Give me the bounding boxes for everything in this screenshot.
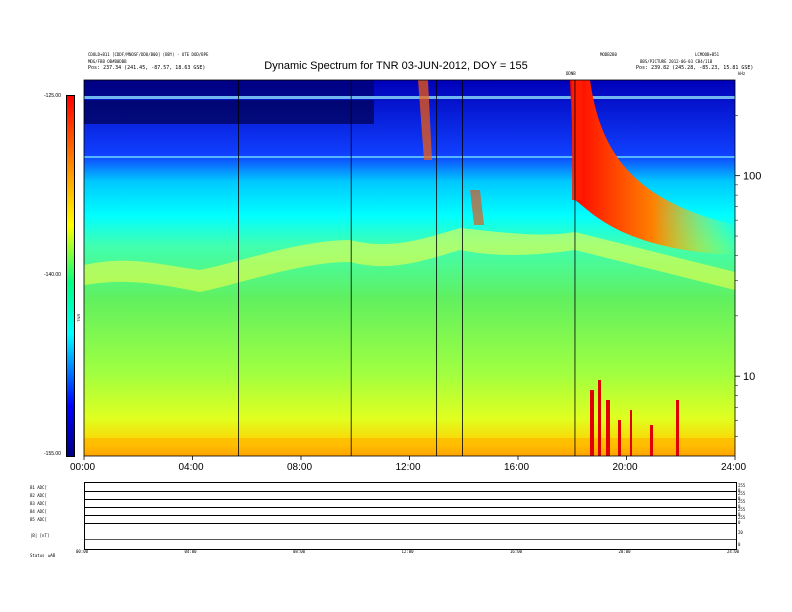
plasma-line xyxy=(84,228,735,292)
panel-row-5 xyxy=(85,523,736,524)
colorbar-tick-top: -125.00 xyxy=(44,93,61,99)
x-tick-label-4: 16:00 xyxy=(504,462,530,473)
header-info-right-1: MODB2B0 xyxy=(600,52,617,57)
panel-row-4 xyxy=(85,515,736,516)
panel-right-top-3: 255 xyxy=(738,499,746,504)
panel-x-tick-label-2: 08:00 xyxy=(293,549,306,554)
panel-label-1: B1 ADC[ xyxy=(30,485,47,490)
dark-band-mid xyxy=(84,100,374,124)
header-pos-right-label: Pos: xyxy=(636,65,649,71)
header-pos-right-value: 239.82 (245.28, -85.23, 15.81 GSE) xyxy=(651,65,754,71)
panel-label-4: B4 ADC[ xyxy=(30,509,47,514)
spectrum-background xyxy=(84,80,735,456)
header-pos-left-label: Pos: xyxy=(88,65,101,71)
header-info-left-1: CDOLD+B11 [CDDF/MNOSF/DD8/B00] (BBY) - U… xyxy=(88,52,209,57)
panel-right-bottom-6: 0 xyxy=(738,542,741,547)
panel-x-tick-label-0: 00:00 xyxy=(76,549,89,554)
panel-right-top-2: 255 xyxy=(738,491,746,496)
y-axis: 100 10 xyxy=(735,115,761,437)
dark-band-top xyxy=(84,80,374,96)
x-tick-label-6: 24:00 xyxy=(721,462,747,473)
panel-x-tick-label-6: 24:00 xyxy=(727,549,740,554)
header-pos-left: Pos: 237.34 (241.45, -87.57, 18.63 GSE) xyxy=(88,66,205,71)
panel-right-bottom-1: 0 xyxy=(738,488,741,493)
panel-x-tick-label-4: 16:00 xyxy=(510,549,523,554)
panel-label-2: B2 ADC[ xyxy=(30,493,47,498)
x-tick-label-2: 08:00 xyxy=(287,462,313,473)
panel-right-top-5: 255 xyxy=(738,515,746,520)
panel-right-top-6: 20 xyxy=(738,530,743,535)
panel-right-bottom-4: 0 xyxy=(738,512,741,517)
dot-marker: DDNB xyxy=(566,71,576,76)
status-panels xyxy=(84,482,737,550)
panel-right-bottom-5: 0 xyxy=(738,520,741,525)
header-info-right-3: BBS/PICTURE 2012-06-03 CB4/11B xyxy=(640,59,713,64)
x-tick-label-0: 00:00 xyxy=(70,462,96,473)
panel-right-top-1: 255 xyxy=(738,483,746,488)
y-tick-label-0: 100 xyxy=(743,171,761,183)
x-tick-label-5: 20:00 xyxy=(612,462,638,473)
header-info-right-2: LCMOOB+B51 xyxy=(695,52,720,57)
panel-row-6 xyxy=(85,539,736,540)
x-tick-label-3: 12:00 xyxy=(395,462,421,473)
white-band-2 xyxy=(84,156,735,158)
type-iii-burst xyxy=(570,80,735,255)
panel-x-tick-label-3: 12:00 xyxy=(401,549,414,554)
burst-streak-1 xyxy=(418,80,432,160)
panel-label-5: B5 ADC[ xyxy=(30,517,47,522)
header-info-left-2: MDG/FBB OB#B0DBB xyxy=(88,59,127,64)
low-frequency-bursts xyxy=(590,380,679,456)
x-axis xyxy=(83,456,736,460)
colorbar-tick-bottom: -155.00 xyxy=(44,451,61,457)
corner-mark: kHz xyxy=(738,71,746,76)
status-value: wAB xyxy=(48,553,56,558)
event-markers xyxy=(238,80,576,456)
panel-right-bottom-2: 0 xyxy=(738,496,741,501)
panel-right-bottom-3: 0 xyxy=(738,504,741,509)
burst-core xyxy=(572,80,582,200)
panel-right-top-4: 255 xyxy=(738,507,746,512)
colorbar xyxy=(66,95,75,457)
status-label: Status xyxy=(30,553,45,558)
header-pos-left-value: 237.34 (241.45, -87.57, 18.63 GSE) xyxy=(103,65,206,71)
y-tick-label-1: 10 xyxy=(743,371,755,383)
panel-row-1 xyxy=(85,491,736,492)
panel-row-3 xyxy=(85,507,736,508)
panel-label-3: B3 ADC[ xyxy=(30,501,47,506)
spectrogram: 100 10 xyxy=(83,79,761,460)
colorbar-tick-mid: -140.00 xyxy=(44,272,61,278)
header-pos-right: Pos: 239.82 (245.28, -85.23, 15.81 GSE) xyxy=(636,66,753,71)
panel-label-6: |B| [nT] xyxy=(30,533,50,538)
x-tick-label-1: 04:00 xyxy=(178,462,204,473)
white-band xyxy=(84,96,735,99)
chart-title: Dynamic Spectrum for TNR 03-JUN-2012, DO… xyxy=(264,60,528,72)
panel-x-tick-label-1: 04:00 xyxy=(184,549,197,554)
low-freq-band xyxy=(84,438,735,456)
panel-row-2 xyxy=(85,499,736,500)
panel-x-tick-label-5: 20:00 xyxy=(618,549,631,554)
burst-streak-2 xyxy=(470,190,484,225)
